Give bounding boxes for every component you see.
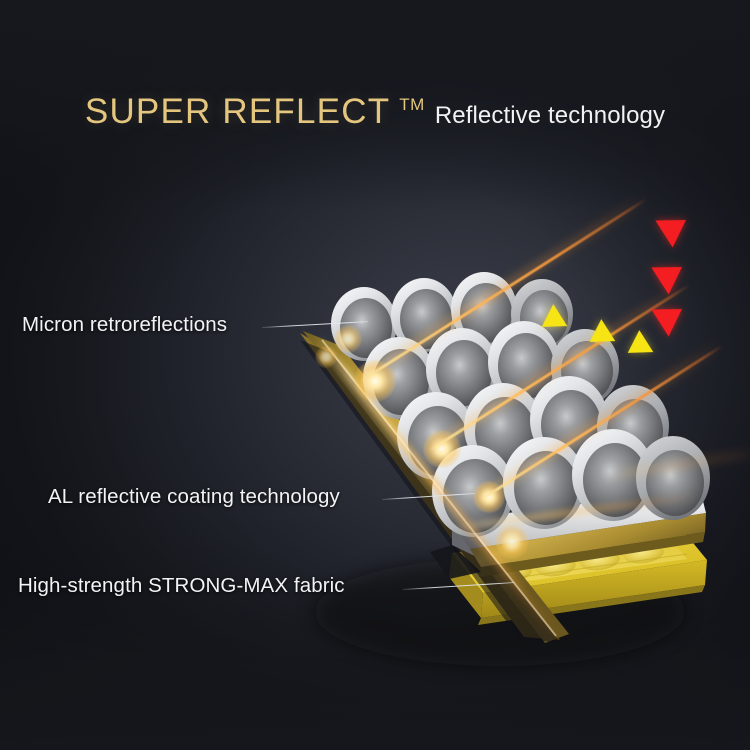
callout-label: AL reflective coating technology (48, 485, 340, 508)
tagline: Reflective technology (434, 102, 666, 129)
callout-label: High-strength STRONG-MAX fabric (18, 574, 345, 597)
trademark-symbol: TM (399, 95, 425, 114)
brand-name: SUPER REFLECT (84, 92, 391, 131)
callout-label: Micron retroreflections (22, 313, 228, 336)
page-title: SUPER REFLECT TM Reflective technology (0, 92, 750, 132)
